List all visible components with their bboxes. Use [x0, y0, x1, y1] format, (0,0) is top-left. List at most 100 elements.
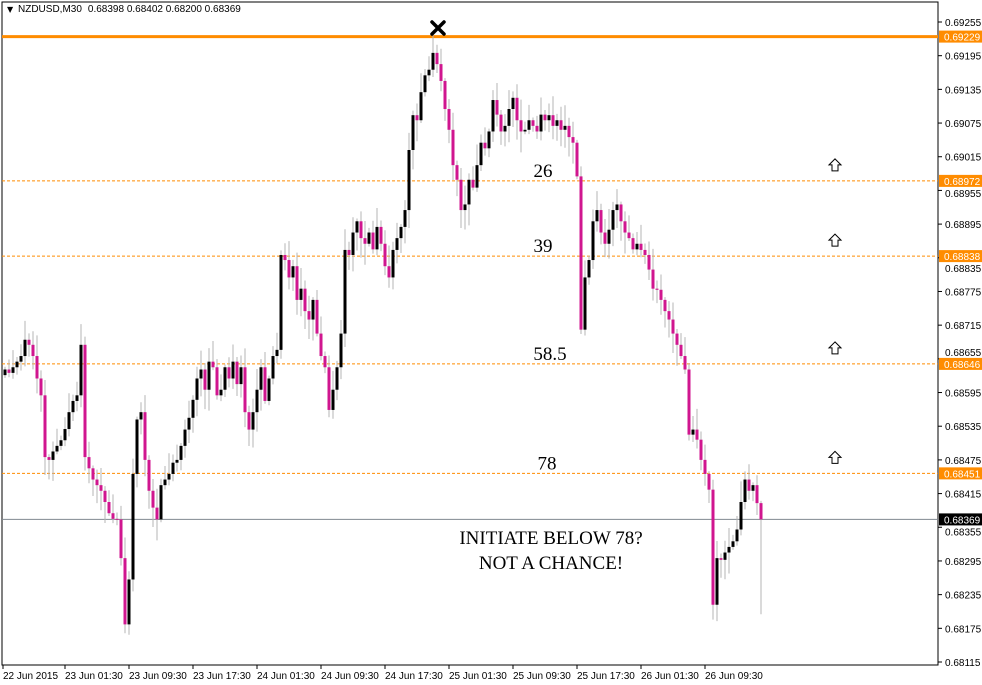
chart-ohlc: 0.68398 0.68402 0.68200 0.68369: [88, 4, 241, 15]
candle-body: [679, 344, 683, 357]
candle-body: [531, 120, 535, 126]
candle-body: [683, 356, 687, 370]
candle-body: [459, 179, 463, 211]
y-tick-label: 0.68175: [945, 624, 982, 635]
level-price-tag-text: 0.68646: [944, 360, 981, 371]
bid-price-tag: [939, 513, 982, 526]
candle-body: [707, 473, 711, 490]
candle-body: [299, 288, 303, 300]
x-tick-label: 24 Jun 01:30: [257, 671, 315, 682]
candle-body: [455, 165, 459, 180]
up-arrow-icon[interactable]: [827, 450, 843, 464]
y-tick-label: 0.68295: [945, 557, 982, 568]
candle-body: [303, 288, 307, 312]
candle-body: [279, 254, 283, 350]
candle-body: [3, 369, 7, 376]
candle-body: [579, 176, 583, 330]
candle-body: [543, 114, 547, 121]
fib-label: 26: [534, 161, 553, 182]
candle-body: [703, 459, 707, 474]
candle-body: [491, 100, 495, 132]
candle-body: [483, 142, 487, 149]
candle-body: [603, 232, 607, 244]
candle-body: [227, 367, 231, 379]
up-arrow-icon[interactable]: [827, 158, 843, 172]
candle-body: [403, 210, 407, 227]
candle-body: [375, 226, 379, 250]
candle-body: [287, 260, 291, 278]
candle-body: [263, 367, 267, 401]
candle-body: [611, 210, 615, 230]
candle-body: [291, 266, 295, 278]
x-tick-label: 25 Jun 09:30: [513, 671, 571, 682]
candle-body: [635, 243, 639, 250]
candle-body: [731, 541, 735, 547]
candle-body: [655, 288, 659, 290]
up-arrow-icon[interactable]: [827, 233, 843, 247]
candle-body: [171, 462, 175, 474]
candle-body: [371, 232, 375, 250]
candle-body: [223, 367, 227, 390]
candle-body: [163, 479, 167, 486]
y-tick-label: 0.68475: [945, 456, 982, 467]
candle-body: [147, 459, 151, 491]
candle-body: [411, 115, 415, 150]
candle-body: [255, 389, 259, 413]
y-tick-label: 0.68775: [945, 287, 982, 298]
x-tick-label: 26 Jun 09:30: [705, 671, 763, 682]
candle-body: [243, 367, 247, 413]
y-tick-label: 0.69075: [945, 119, 982, 130]
candle-body: [67, 412, 71, 430]
candle-body: [747, 479, 751, 491]
x-tick-label: 23 Jun 09:30: [129, 671, 187, 682]
candle-body: [511, 97, 515, 110]
candle-body: [443, 80, 447, 110]
candle-body: [519, 120, 523, 132]
candle-body: [555, 120, 559, 126]
candle-body: [51, 451, 55, 460]
candle-body: [687, 369, 691, 435]
chart-symbol: NZDUSD,M30: [18, 4, 82, 15]
candle-body: [447, 109, 451, 130]
dropdown-triangle-icon[interactable]: ▼: [7, 5, 14, 14]
cross-icon[interactable]: [430, 20, 446, 36]
candle-body: [319, 333, 323, 357]
candle-body: [327, 367, 331, 410]
y-tick-label: 0.68355: [945, 527, 982, 538]
level-price-tag-text: 0.68838: [944, 252, 981, 263]
candle-body: [523, 129, 527, 132]
candle-body: [547, 115, 551, 121]
candle-body: [63, 429, 67, 441]
candle-body: [235, 361, 239, 385]
level-price-tag: [939, 174, 982, 187]
candle-body: [191, 399, 195, 418]
candle-body: [311, 299, 315, 320]
candle-body: [283, 254, 287, 261]
candle-body: [199, 369, 203, 379]
candle-body: [15, 361, 19, 368]
level-price-tag: [939, 467, 982, 480]
candle-body: [567, 125, 571, 138]
candle-body: [619, 204, 623, 222]
candle-body: [99, 485, 103, 491]
candle-body: [107, 502, 111, 514]
candle-body: [383, 243, 387, 267]
candle-body: [479, 142, 483, 166]
x-tick-label: 23 Jun 01:30: [65, 671, 123, 682]
candle-body: [743, 479, 747, 502]
candle-body: [363, 238, 367, 244]
candle-body: [439, 64, 443, 81]
candle-body: [59, 440, 63, 446]
y-tick-label: 0.68655: [945, 348, 982, 359]
candle-body: [663, 299, 667, 312]
candle-body: [103, 490, 107, 502]
candle-body: [527, 120, 531, 130]
candle-body: [435, 52, 439, 65]
y-tick-label: 0.68595: [945, 389, 982, 400]
candle-body: [647, 254, 651, 270]
up-arrow-icon[interactable]: [827, 341, 843, 355]
candle-body: [587, 260, 591, 278]
candle-body: [323, 356, 327, 368]
